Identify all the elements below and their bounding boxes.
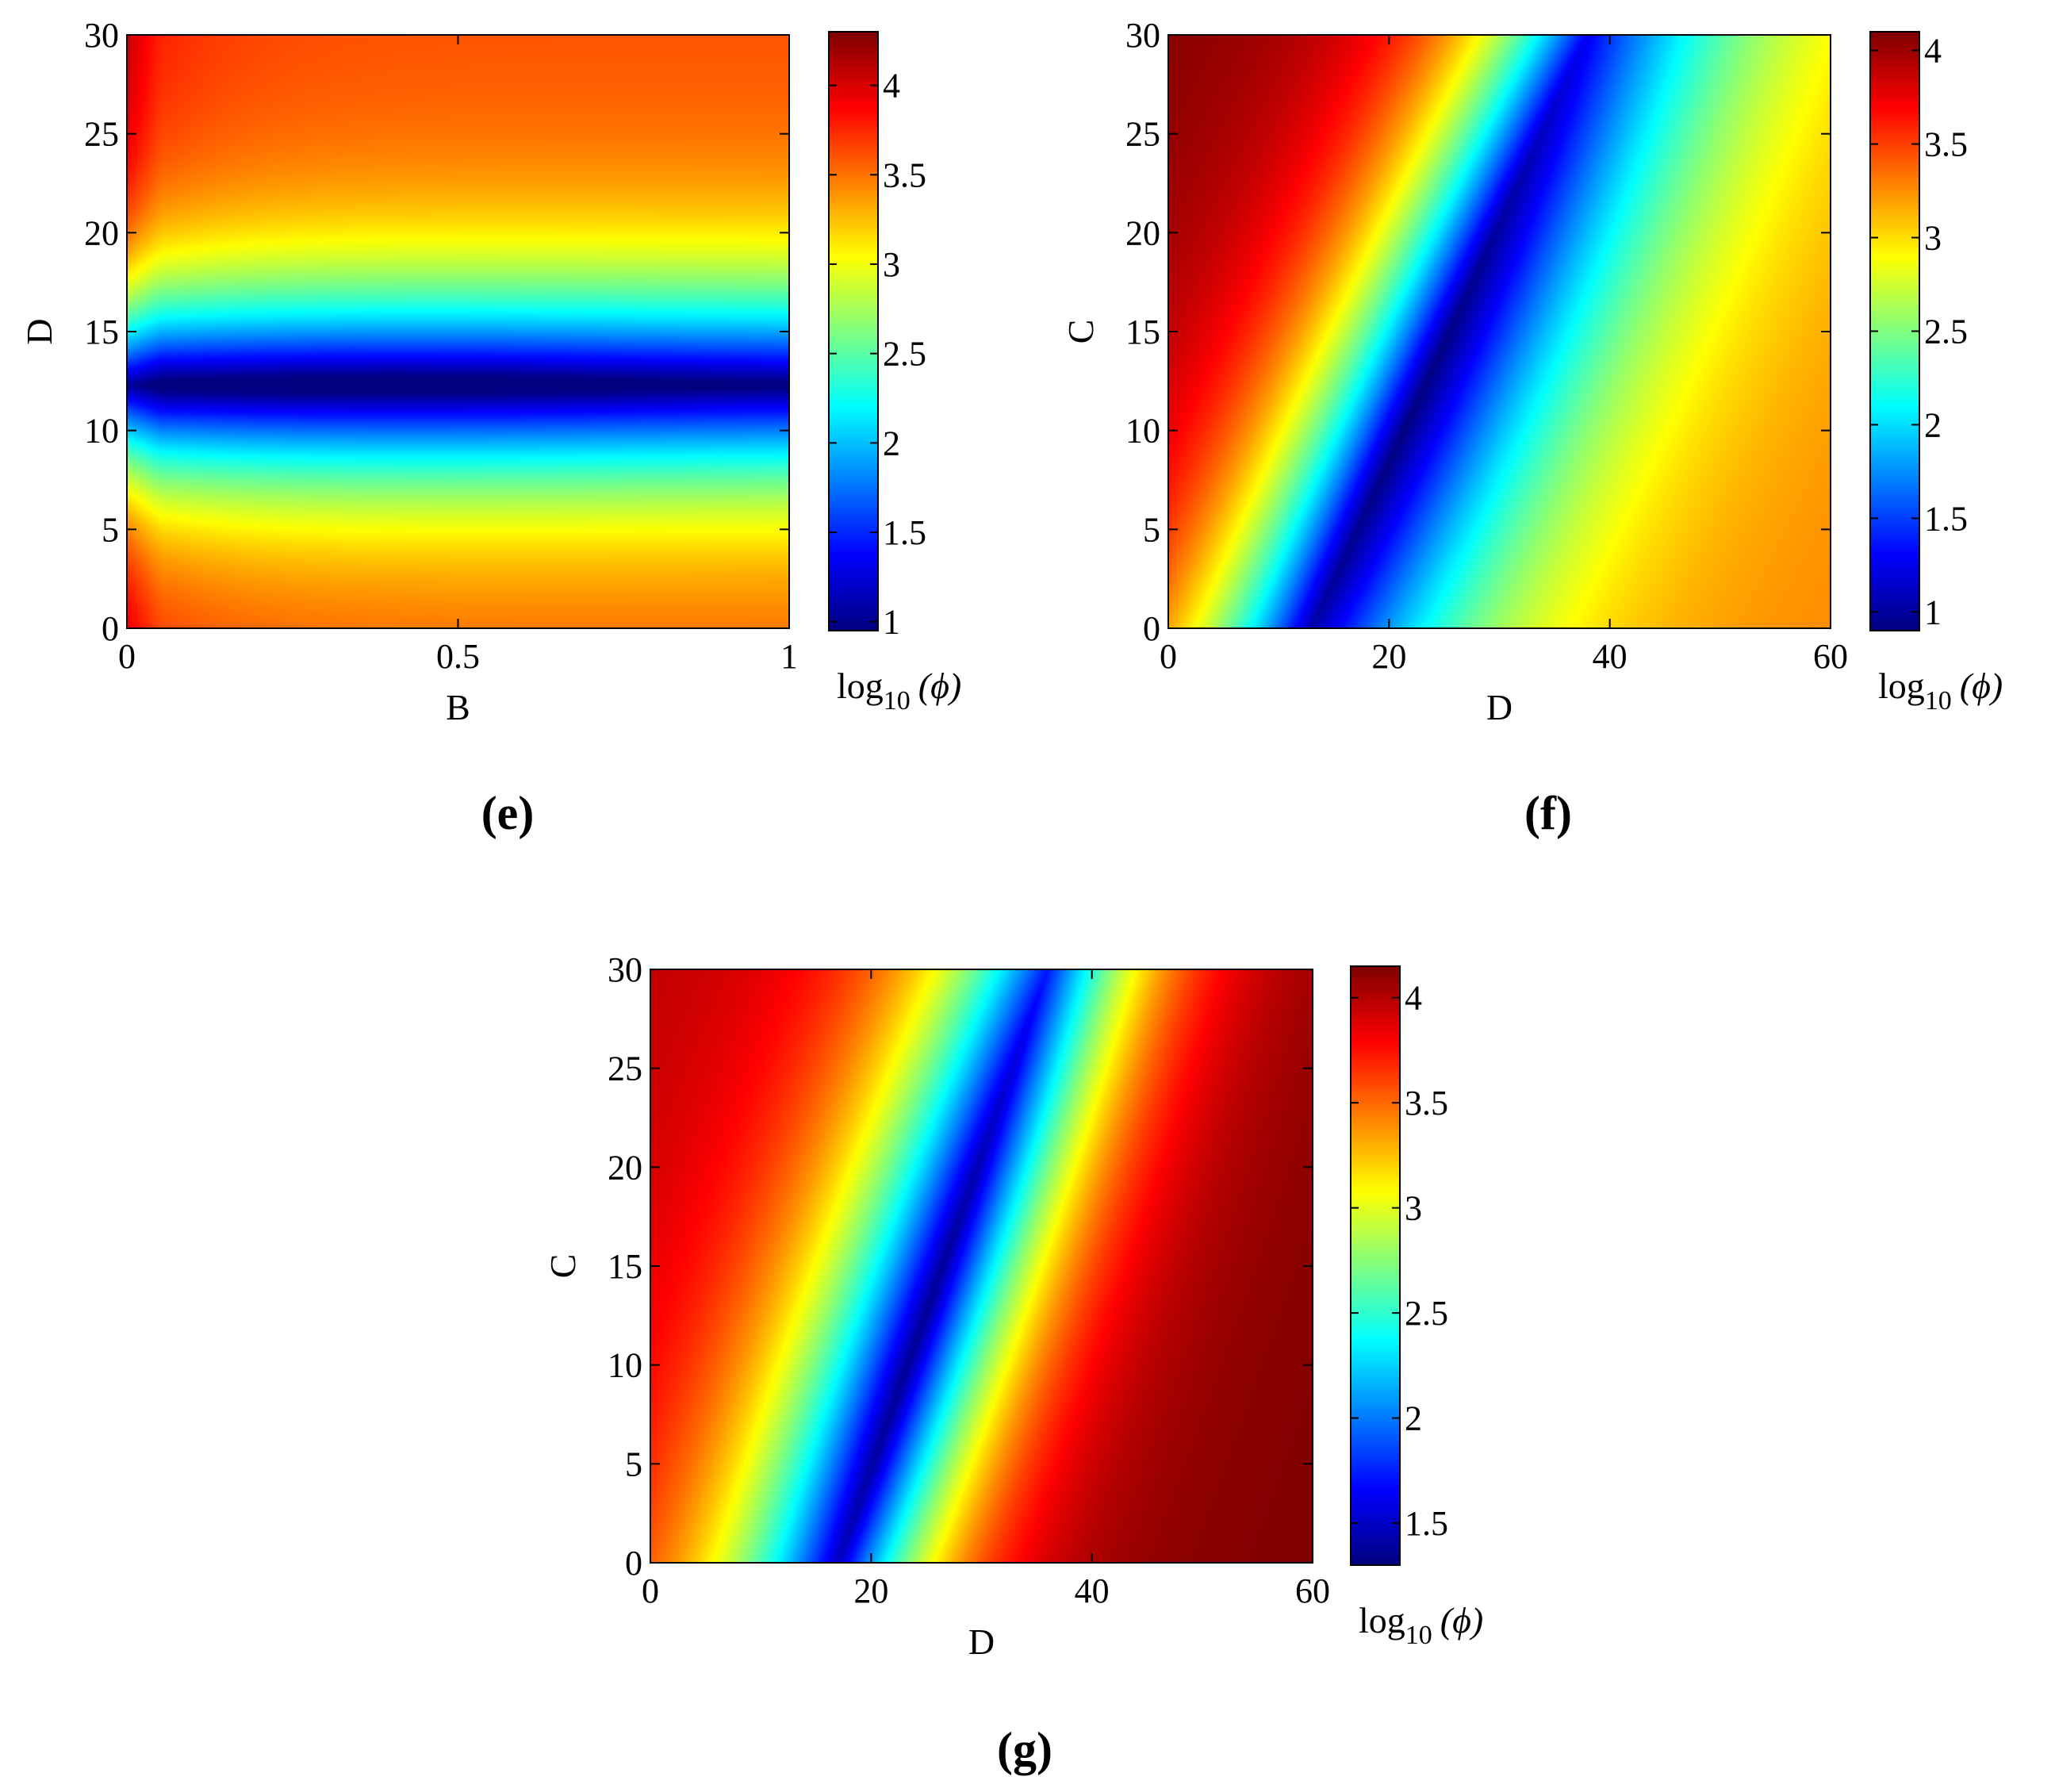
y-tick-label: 25: [84, 115, 119, 154]
colorbar-tick-label: 2.5: [1405, 1294, 1448, 1333]
y-tick-label: 0: [1143, 609, 1160, 648]
colorbar-tick-label: 1.5: [1924, 499, 1968, 538]
y-tick-label: 25: [608, 1049, 642, 1088]
colorbar-label-main: log: [1878, 666, 1925, 706]
y-tick-label: 20: [84, 213, 119, 252]
colorbar-label: log10 (ϕ): [1359, 1600, 1483, 1650]
y-tick-label: 10: [84, 412, 119, 451]
colorbar-tick-label: 3: [1924, 219, 1942, 258]
colorbar-tick-label: 3: [1405, 1189, 1422, 1228]
colorbar-label-sub: 10: [1405, 1621, 1432, 1650]
y-tick-label: 15: [84, 313, 119, 351]
colorbar-gradient: [829, 32, 878, 631]
x-tick-label: 40: [1075, 1571, 1110, 1610]
colorbar-label-main: log: [1359, 1600, 1405, 1640]
colorbar-frame: [828, 31, 879, 631]
panel-label: (g): [997, 1723, 1052, 1775]
colorbar-tick-label: 2: [1924, 405, 1942, 444]
colorbar-tick-label: 3.5: [1405, 1084, 1448, 1122]
y-tick-label: 30: [1125, 16, 1160, 55]
y-tick-label: 15: [1125, 313, 1160, 351]
colorbar-gradient: [1351, 966, 1400, 1565]
colorbar-tick-label: 1: [1924, 593, 1942, 631]
colorbar-tick-label: 2.5: [883, 335, 926, 374]
panel-label: (e): [481, 787, 535, 839]
colorbar-tick-label: 3: [883, 245, 900, 284]
x-axis-label: D: [968, 1621, 995, 1662]
y-tick-label: 20: [1125, 213, 1160, 252]
x-tick-label: 0: [1160, 637, 1177, 676]
colorbar-tick-label: 3.5: [1924, 125, 1968, 164]
x-tick-label: 0: [118, 637, 136, 676]
y-axis-label: D: [19, 318, 59, 344]
y-tick-label: 10: [1125, 412, 1160, 451]
x-tick-label: 20: [1371, 637, 1406, 676]
colorbar-label-rest: (ϕ): [1440, 1600, 1483, 1640]
y-tick-label: 5: [1143, 510, 1160, 549]
y-tick-label: 25: [1125, 115, 1160, 154]
colorbar-label: log10 (ϕ): [1878, 666, 2003, 716]
heatmap-panel-f: 0 20 40 60051015202530DC11.522.533.54log10(…: [1060, 16, 2003, 839]
x-axis-label: D: [1486, 687, 1512, 727]
y-tick-label: 0: [102, 609, 119, 648]
colorbar-tick-label: 3.5: [883, 155, 926, 194]
colorbar-tick-label: 2.5: [1924, 313, 1968, 351]
y-tick-label: 30: [84, 16, 119, 55]
y-axis-label: C: [543, 1254, 583, 1279]
colorbar-tick-label: 2: [1405, 1399, 1422, 1438]
y-tick-label: 20: [608, 1148, 642, 1187]
colorbar-tick-label: 4: [1924, 32, 1942, 71]
colorbar-label: log10 (ϕ): [837, 666, 961, 716]
colorbar-label-sub: 10: [1925, 686, 1952, 716]
colorbar-tick-label: 4: [883, 67, 900, 106]
heatmap-image: [650, 969, 1313, 1563]
y-tick-label: 15: [608, 1247, 642, 1286]
colorbar-tick-label: 1.5: [883, 513, 926, 552]
x-tick-label: 60: [1295, 1571, 1330, 1610]
y-tick-label: 30: [608, 950, 642, 989]
panel-label: (f): [1524, 787, 1572, 839]
y-tick-label: 5: [625, 1445, 642, 1483]
colorbar-label-main: log: [837, 666, 884, 706]
colorbar-label-sub: 10: [884, 686, 911, 716]
y-axis-label: C: [1060, 320, 1101, 344]
colorbar-tick-label: 2: [883, 424, 900, 462]
colorbar-tick-label: 1.5: [1405, 1504, 1448, 1543]
colorbar-frame: [1350, 965, 1401, 1566]
x-tick-label: 0: [642, 1571, 659, 1610]
colorbar-tick-label: 1: [883, 603, 900, 642]
colorbar-label-rest: (ϕ): [1960, 666, 2003, 706]
x-tick-label: 0.5: [436, 637, 480, 676]
y-tick-label: 0: [625, 1544, 642, 1583]
x-tick-label: 20: [853, 1571, 888, 1610]
y-tick-label: 5: [102, 510, 119, 549]
colorbar-gradient: [1870, 32, 1919, 631]
colorbar-tick-label: 4: [1405, 979, 1422, 1018]
y-tick-label: 10: [608, 1346, 642, 1385]
colorbar-label-rest: (ϕ): [918, 666, 961, 706]
x-tick-label: 1: [780, 637, 798, 676]
x-tick-label: 40: [1593, 637, 1628, 676]
x-tick-label: 60: [1813, 637, 1848, 676]
heatmap-image: [127, 35, 789, 628]
heatmap-image: [1168, 35, 1831, 628]
x-axis-label: B: [446, 687, 470, 727]
